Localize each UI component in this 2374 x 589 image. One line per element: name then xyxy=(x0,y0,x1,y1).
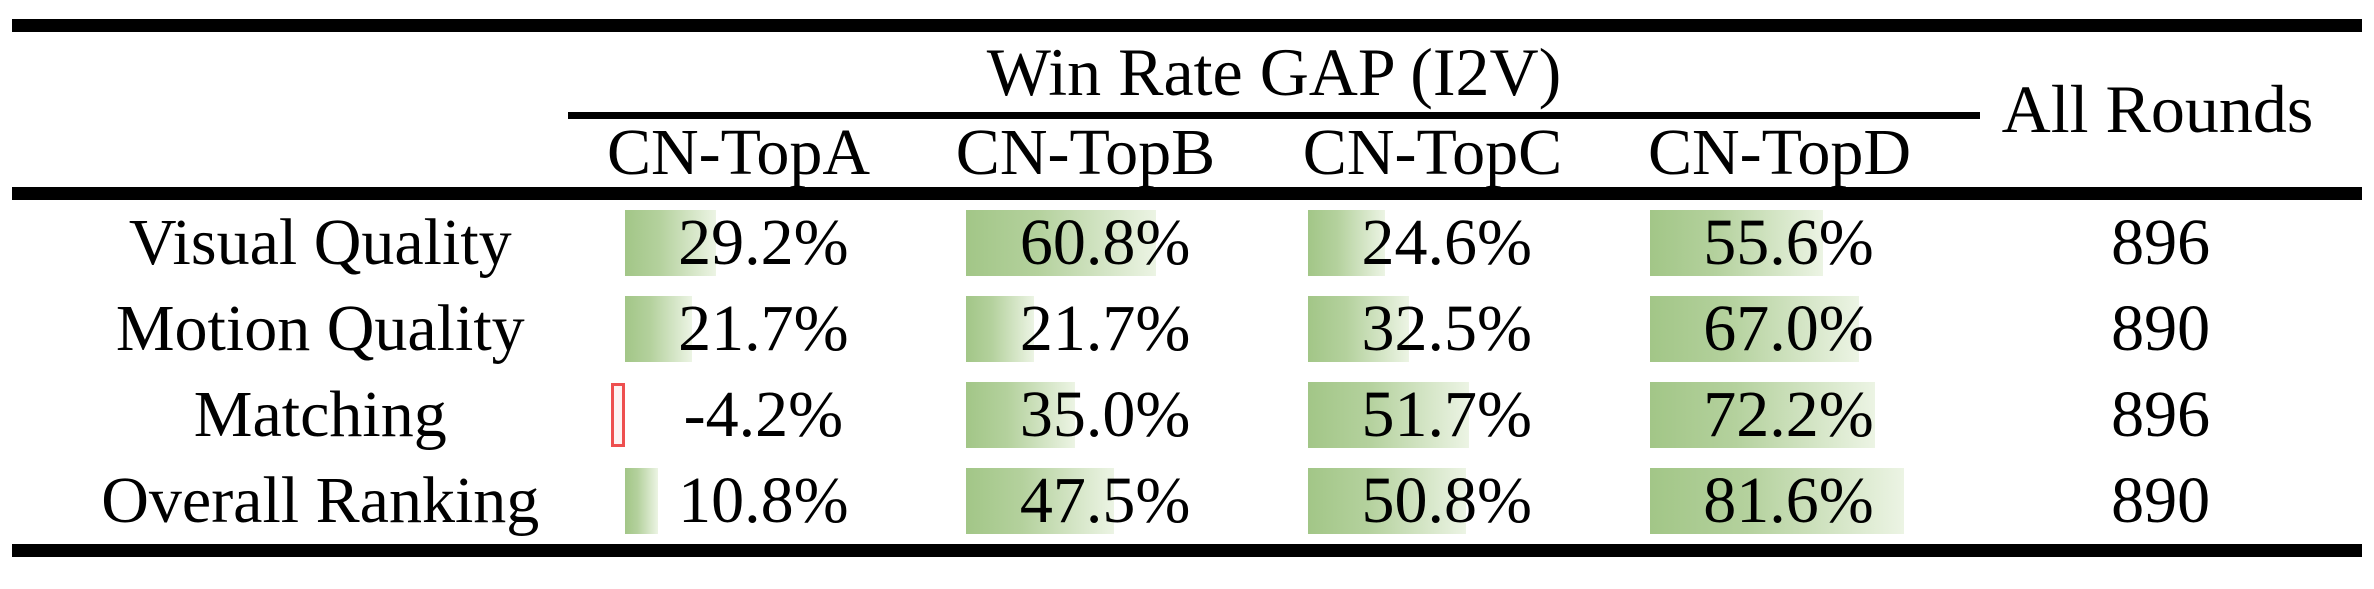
row-label: Motion Quality xyxy=(115,292,525,365)
data-cell: 47.5% xyxy=(934,458,1276,544)
table-header: Win Rate GAP (I2V) CN-TopA CN-TopB CN-TopC… xyxy=(12,32,2362,189)
positive-data-bar xyxy=(966,210,1156,276)
data-cell: 51.7% xyxy=(1276,372,1618,458)
cell-value: 24.6% xyxy=(1361,206,1532,279)
all-rounds-value: 896 xyxy=(2111,378,2211,451)
positive-data-bar xyxy=(966,296,1034,362)
row-label: Overall Ranking xyxy=(101,464,540,537)
positive-data-bar xyxy=(624,210,716,276)
column-header: CN-TopC xyxy=(1302,116,1563,189)
table-row: Overall Ranking 10.8% 47.5% 50.8% 81.6% 890 xyxy=(12,458,2362,544)
positive-data-bar xyxy=(1649,210,1824,276)
cell-value: 81.6% xyxy=(1703,464,1874,537)
positive-data-bar xyxy=(624,468,659,534)
table-row: Visual Quality 29.2% 60.8% 24.6% 55.6% 896 xyxy=(12,200,2362,286)
positive-data-bar xyxy=(1307,382,1470,448)
data-cell: 24.6% xyxy=(1276,200,1618,286)
cell-value: 29.2% xyxy=(678,206,849,279)
group-header-underline xyxy=(568,112,1980,119)
table-row: Matching -4.2% 35.0% 51.7% 72.2% 896 xyxy=(12,372,2362,458)
cell-value: 55.6% xyxy=(1703,206,1874,279)
all-rounds-header: All Rounds xyxy=(2001,71,2314,147)
positive-data-bar xyxy=(1649,296,1859,362)
data-cell: 32.5% xyxy=(1276,286,1618,372)
cell-value: 51.7% xyxy=(1361,378,1532,451)
data-cell: 35.0% xyxy=(934,372,1276,458)
cell-value: 47.5% xyxy=(1019,464,1191,537)
cell-value: -4.2% xyxy=(683,378,844,451)
cell-value: 35.0% xyxy=(1019,378,1191,451)
row-label: Visual Quality xyxy=(128,206,512,279)
positive-data-bar xyxy=(1307,296,1410,362)
positive-data-bar xyxy=(624,296,693,362)
data-cell: 60.8% xyxy=(934,200,1276,286)
data-cell: 67.0% xyxy=(1618,286,1960,372)
all-rounds-value: 896 xyxy=(2111,206,2211,279)
all-rounds-value: 890 xyxy=(2111,464,2211,537)
win-rate-gap-table: Win Rate GAP (I2V) CN-TopA CN-TopB CN-TopC… xyxy=(12,19,2362,557)
negative-data-bar xyxy=(611,383,625,447)
positive-data-bar xyxy=(1649,468,1905,534)
positive-data-bar xyxy=(1307,468,1467,534)
column-header: CN-TopB xyxy=(955,116,1216,189)
positive-data-bar xyxy=(1649,382,1875,448)
data-cell: 81.6% xyxy=(1618,458,1960,544)
data-cell: 55.6% xyxy=(1618,200,1960,286)
cell-value: 32.5% xyxy=(1361,292,1532,365)
column-headers: CN-TopA CN-TopB CN-TopC CN-TopD xyxy=(565,116,1953,189)
cell-value: 10.8% xyxy=(678,464,849,537)
data-cell: 29.2% xyxy=(593,200,935,286)
table-row: Motion Quality 21.7% 21.7% 32.5% 67.0% 890 xyxy=(12,286,2362,372)
table-body: Visual Quality 29.2% 60.8% 24.6% 55.6% 896 Mot… xyxy=(12,200,2362,544)
data-cell: -4.2% xyxy=(593,372,935,458)
bottom-rule xyxy=(12,544,2362,557)
positive-data-bar xyxy=(966,382,1076,448)
top-rule xyxy=(12,19,2362,32)
column-header: CN-TopD xyxy=(1647,116,1912,189)
group-header: Win Rate GAP (I2V) xyxy=(986,34,1562,110)
cell-value: 21.7% xyxy=(1019,292,1191,365)
data-cell: 21.7% xyxy=(593,286,935,372)
data-cell: 21.7% xyxy=(934,286,1276,372)
positive-data-bar xyxy=(966,468,1115,534)
data-cell: 72.2% xyxy=(1618,372,1960,458)
data-cell: 50.8% xyxy=(1276,458,1618,544)
row-label: Matching xyxy=(193,378,447,451)
header-separator-rule xyxy=(12,187,2362,200)
cell-value: 60.8% xyxy=(1019,206,1191,279)
cell-value: 72.2% xyxy=(1703,378,1874,451)
cell-value: 67.0% xyxy=(1703,292,1874,365)
positive-data-bar xyxy=(1307,210,1385,276)
cell-value: 21.7% xyxy=(678,292,849,365)
cell-value: 50.8% xyxy=(1361,464,1532,537)
column-header: CN-TopA xyxy=(606,116,871,189)
all-rounds-value: 890 xyxy=(2111,292,2211,365)
data-cell: 10.8% xyxy=(593,458,935,544)
